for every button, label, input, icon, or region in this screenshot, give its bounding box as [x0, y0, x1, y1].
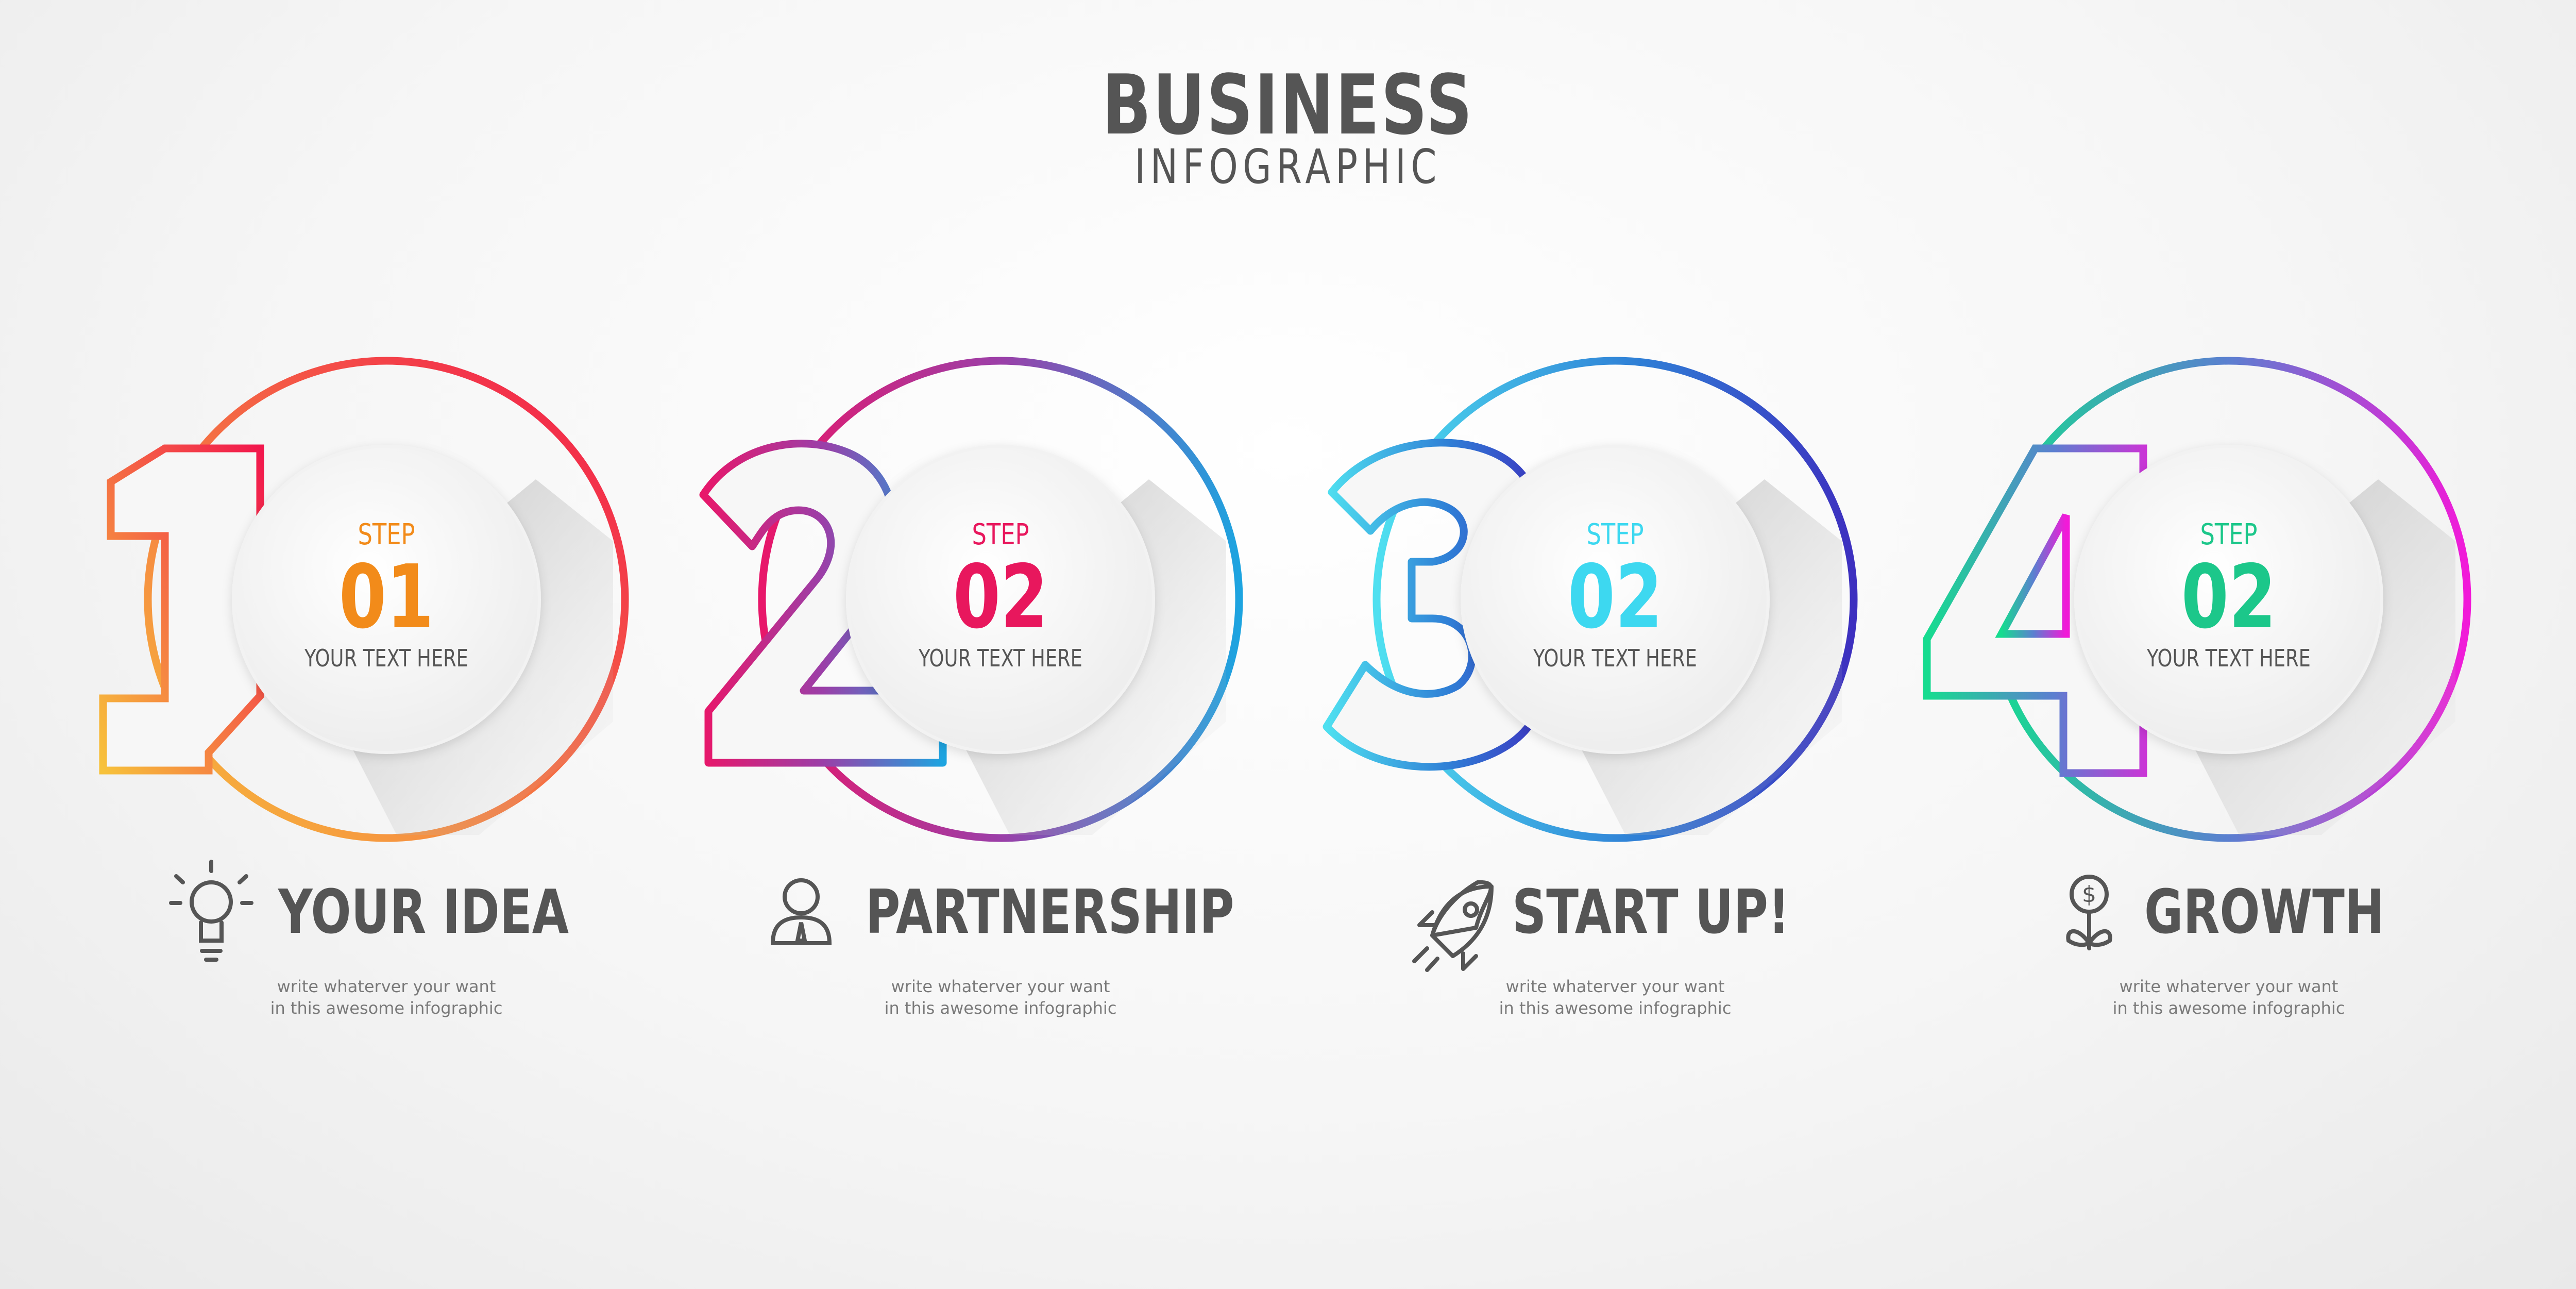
step-1-ring — [144, 357, 629, 842]
person-icon — [770, 878, 832, 945]
step-3-graphic — [1323, 357, 1858, 842]
step-4-inner-text: STEP 02 YOUR TEXT HERE — [2074, 518, 2383, 672]
step-4-description: write whaterver your want in this awesom… — [2048, 976, 2409, 1019]
svg-text:$: $ — [2082, 881, 2096, 908]
description-line: in this awesome infographic — [2112, 998, 2345, 1018]
step-1-outline-number — [99, 444, 264, 775]
step-2-ring — [758, 357, 1243, 842]
step-3-disc — [1461, 445, 1770, 754]
rocket-icon — [1412, 880, 1494, 972]
step-3-description: write whaterver your want in this awesom… — [1435, 976, 1795, 1019]
step-1-description: write whaterver your want in this awesom… — [206, 976, 567, 1019]
step-subtext: YOUR TEXT HERE — [919, 644, 1082, 672]
step-subtext: YOUR TEXT HERE — [304, 644, 468, 672]
step-2-description: write whaterver your want in this awesom… — [820, 976, 1181, 1019]
money-plant-icon: $ — [2066, 875, 2112, 950]
step-label: STEP — [972, 518, 1029, 551]
step-2-heading: PARTNERSHIP — [866, 876, 1234, 947]
description-line: in this awesome infographic — [1499, 998, 1732, 1018]
step-3-inner-text: STEP 02 YOUR TEXT HERE — [1461, 518, 1770, 672]
step-3-ring — [1372, 357, 1858, 842]
step-number: 01 — [338, 546, 434, 648]
description-line: in this awesome infographic — [270, 998, 503, 1018]
step-label: STEP — [2200, 518, 2258, 551]
infographic-title: BUSINESS — [1102, 57, 1474, 153]
step-number: 02 — [1567, 546, 1663, 648]
step-subtext: YOUR TEXT HERE — [2147, 644, 2311, 672]
step-4-heading: GROWTH — [2144, 876, 2385, 947]
lightbulb-icon — [169, 860, 253, 962]
step-1-graphic — [99, 357, 629, 842]
description-line: write whaterver your want — [277, 977, 496, 996]
description-line: write whaterver your want — [2119, 977, 2338, 996]
step-2-inner-text: STEP 02 YOUR TEXT HERE — [846, 518, 1155, 672]
step-4-outline-counter — [1995, 513, 2070, 638]
infographic-subtitle: INFOGRAPHIC — [1134, 139, 1442, 194]
step-label: STEP — [1586, 518, 1644, 551]
description-line: write whaterver your want — [1505, 977, 1725, 996]
step-2-graphic — [699, 357, 1243, 842]
step-1-inner-text: STEP 01 YOUR TEXT HERE — [232, 518, 541, 672]
description-line: in this awesome infographic — [884, 998, 1117, 1018]
step-label: STEP — [358, 518, 415, 551]
step-2-disc — [846, 445, 1155, 754]
description-line: write whaterver your want — [891, 977, 1110, 996]
step-1-heading: YOUR IDEA — [278, 876, 569, 947]
step-number: 02 — [2181, 546, 2277, 648]
step-3-heading: START UP! — [1512, 876, 1790, 947]
step-4-disc — [2074, 445, 2383, 754]
step-subtext: YOUR TEXT HERE — [1533, 644, 1697, 672]
step-1-disc — [232, 445, 541, 754]
step-4-graphic — [1923, 357, 2471, 842]
step-number: 02 — [953, 546, 1048, 648]
